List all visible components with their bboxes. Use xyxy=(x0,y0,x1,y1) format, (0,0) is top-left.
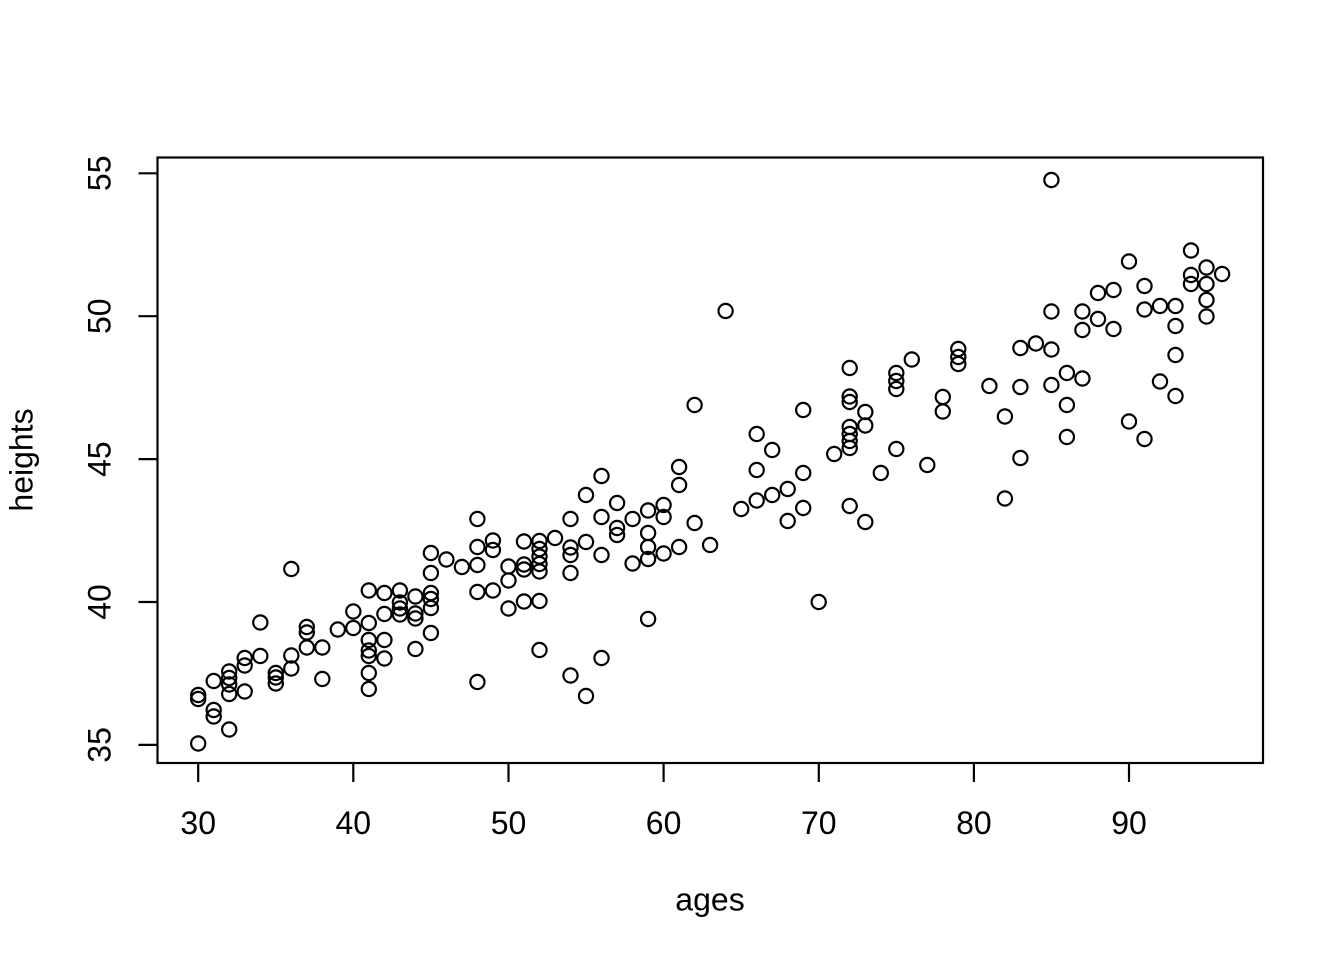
svg-text:35: 35 xyxy=(82,727,118,763)
svg-text:70: 70 xyxy=(801,805,837,841)
svg-text:90: 90 xyxy=(1111,805,1147,841)
svg-text:80: 80 xyxy=(956,805,992,841)
svg-text:50: 50 xyxy=(82,298,118,334)
svg-text:30: 30 xyxy=(180,805,216,841)
svg-text:55: 55 xyxy=(82,156,118,192)
svg-text:60: 60 xyxy=(646,805,682,841)
svg-text:50: 50 xyxy=(491,805,527,841)
svg-text:40: 40 xyxy=(82,584,118,620)
svg-text:40: 40 xyxy=(336,805,372,841)
svg-text:45: 45 xyxy=(82,441,118,477)
svg-text:heights: heights xyxy=(4,408,40,511)
svg-text:ages: ages xyxy=(675,882,744,918)
